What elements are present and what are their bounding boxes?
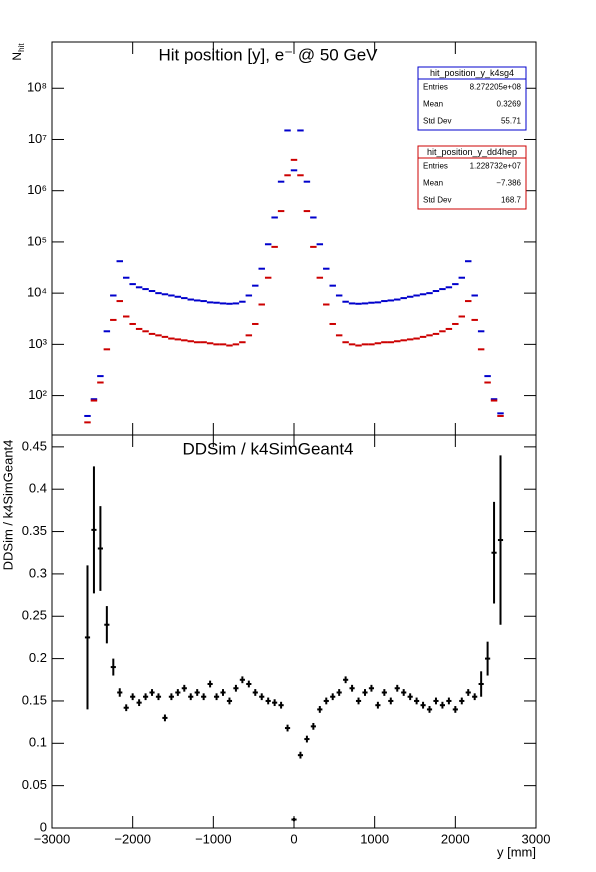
y-tick-label: 0.45 — [22, 438, 47, 453]
stats-title: hit_position_y_k4sg4 — [430, 68, 514, 78]
stats-key: Mean — [423, 179, 443, 188]
y-tick-label: 0.3 — [29, 565, 47, 580]
stats-key: Std Dev — [423, 196, 451, 205]
y-tick-label: 10⁵ — [27, 233, 47, 248]
y-tick-label: 10⁸ — [27, 80, 47, 95]
stats-key: Entries — [423, 83, 448, 92]
stats-key: Mean — [423, 100, 443, 109]
stats-value: 8.272205e+08 — [470, 83, 522, 92]
ratio-y-label: DDSim / k4SimGeant4 — [0, 440, 15, 571]
stats-title: hit_position_y_dd4hep — [427, 147, 517, 157]
top-y-label: Nhit — [10, 43, 26, 61]
y-tick-label: 10⁴ — [27, 285, 47, 300]
stats-box — [417, 66, 527, 131]
x-tick-label: 2000 — [441, 831, 470, 846]
stats-key: Entries — [423, 162, 448, 171]
stats-key: Std Dev — [423, 117, 451, 126]
top-title: Hit position [y], e⁻ @ 50 GeV — [159, 45, 379, 64]
y-tick-label: 0.25 — [22, 608, 47, 623]
ratio-title: DDSim / k4SimGeant4 — [183, 439, 354, 458]
y-label-main: N — [10, 52, 24, 61]
y-tick-label: 0 — [40, 819, 47, 834]
x-label: y [mm] — [497, 844, 536, 859]
stats-box — [417, 145, 527, 210]
stats-value: −7.386 — [496, 179, 521, 188]
y-tick-label: 0.35 — [22, 523, 47, 538]
x-tick-label: −3000 — [34, 831, 71, 846]
stats-value: 55.71 — [501, 117, 522, 126]
y-tick-label: 10² — [28, 387, 47, 402]
stats-value: 1.228732e+07 — [470, 162, 522, 171]
y-tick-label: 10⁷ — [28, 131, 47, 146]
x-tick-label: −2000 — [114, 831, 151, 846]
x-tick-label: −1000 — [195, 831, 232, 846]
y-tick-label: 0.05 — [22, 777, 47, 792]
y-tick-label: 10⁶ — [27, 182, 47, 197]
y-tick-label: 0.15 — [22, 692, 47, 707]
y-tick-label: 0.4 — [29, 481, 47, 496]
y-tick-label: 10³ — [28, 336, 47, 351]
x-tick-label: 1000 — [360, 831, 389, 846]
y-label-sub: hit — [17, 43, 26, 52]
stats-value: 168.7 — [501, 196, 522, 205]
x-tick-label: 0 — [290, 831, 297, 846]
x-tick-label: 3000 — [522, 831, 551, 846]
stats-value: 0.3269 — [497, 100, 522, 109]
y-tick-label: 0.1 — [29, 735, 47, 750]
y-tick-label: 0.2 — [29, 650, 47, 665]
